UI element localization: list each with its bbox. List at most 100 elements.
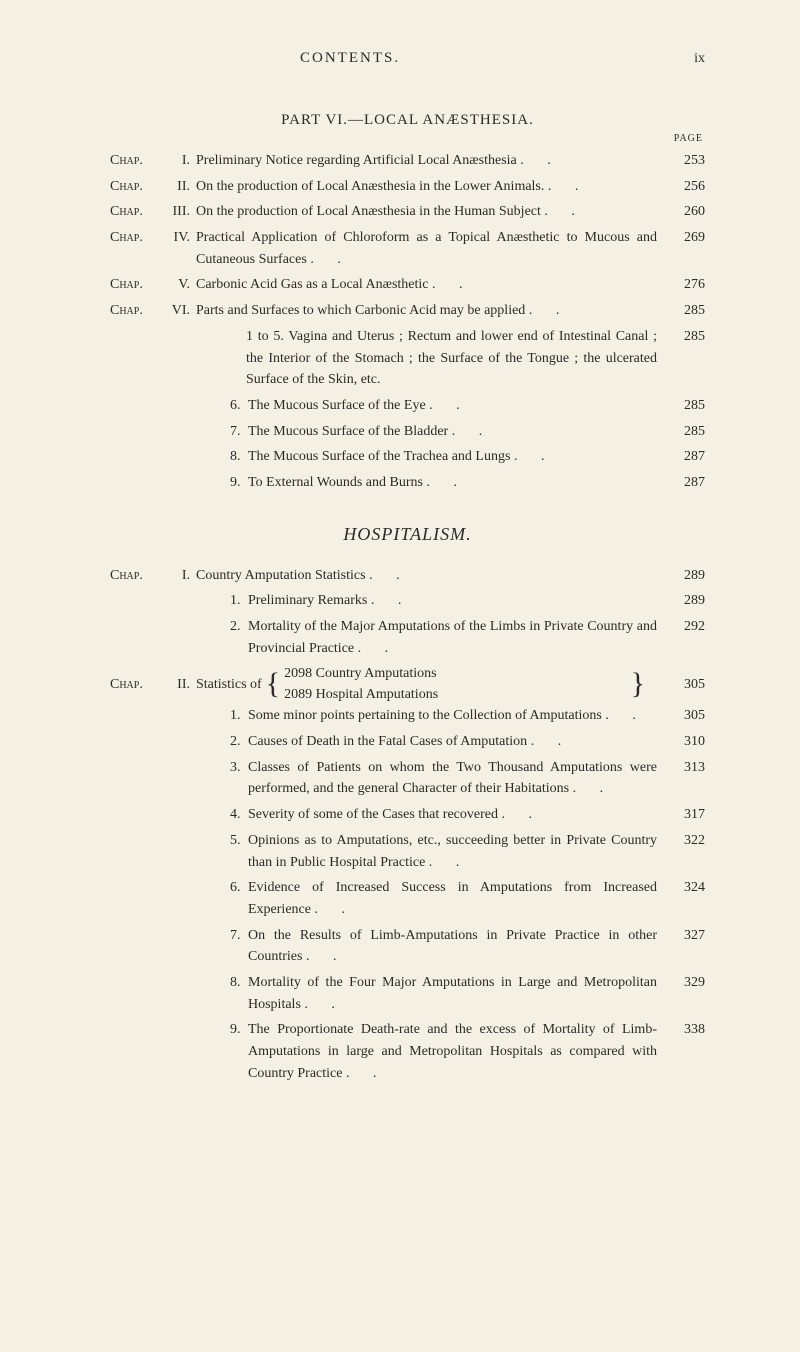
entry-text: Carbonic Acid Gas as a Local Anæsthetic …: [196, 274, 669, 296]
sub-page: 324: [669, 877, 705, 899]
entry-page: 260: [669, 201, 705, 223]
sub-number: 3.: [230, 757, 248, 779]
sub-page: 317: [669, 804, 705, 826]
sub-entry: 5.Opinions as to Amputations, etc., succ…: [110, 830, 705, 873]
sub-entry: 6.Evidence of Increased Success in Amput…: [110, 877, 705, 920]
sub-page: 305: [669, 705, 705, 727]
sub-entry: 8.The Mucous Surface of the Trachea and …: [110, 446, 705, 468]
roman-numeral: III.: [164, 201, 196, 223]
sub-page: 285: [669, 395, 705, 417]
sub-number: 2.: [230, 616, 248, 638]
part6-entries: Chap. I.Preliminary Notice regarding Arti…: [110, 150, 705, 322]
sub-entry: 7.The Mucous Surface of the Bladder . .2…: [110, 421, 705, 443]
sub-text: The Mucous Surface of the Trachea and Lu…: [248, 446, 669, 468]
sub-entry: 8.Mortality of the Four Major Amputation…: [110, 972, 705, 1015]
sub-number: 5.: [230, 830, 248, 852]
sub-text: Evidence of Increased Success in Amputat…: [248, 877, 669, 920]
brace-content: 2098 Country Amputations 2089 Hospital A…: [284, 663, 626, 705]
roman-numeral: IV.: [164, 227, 196, 249]
sub-number: 9.: [230, 472, 248, 494]
sub-text: Mortality of the Major Amputations of th…: [248, 616, 669, 659]
stat-line2: 2089 Hospital Amputations: [284, 684, 626, 705]
sub-entry: 7.On the Results of Limb-Amputations in …: [110, 925, 705, 968]
sub-page: 338: [669, 1019, 705, 1041]
entry-page: 289: [669, 565, 705, 587]
chapter-entry: Chap.III.On the production of Local Anæs…: [110, 201, 705, 223]
statistics-prefix: Statistics of: [196, 674, 262, 695]
sub-number: 8.: [230, 446, 248, 468]
chap-label: Chap.: [110, 201, 164, 223]
sub-number: 7.: [230, 925, 248, 947]
sub-text: Opinions as to Amputations, etc., succee…: [248, 830, 669, 873]
sub-page: 327: [669, 925, 705, 947]
statistics-entry: Chap. II. Statistics of { 2098 Country A…: [110, 663, 705, 705]
sub-text: The Proportionate Death-rate and the exc…: [248, 1019, 669, 1084]
part-title: PART VI.—LOCAL ANÆSTHESIA.: [110, 112, 705, 129]
chap-label: Chap.: [110, 565, 164, 587]
hospitalism-sub1: 1.Preliminary Remarks . .289 2.Mortality …: [110, 590, 705, 659]
sub-entry: 2.Mortality of the Major Amputations of …: [110, 616, 705, 659]
page-header: CONTENTS. ix: [110, 50, 705, 67]
left-brace-icon: {: [262, 672, 284, 696]
sub-number: 9.: [230, 1019, 248, 1041]
entry-page: 285: [669, 300, 705, 322]
sub-number: 4.: [230, 804, 248, 826]
sub-intro-line: 1 to 5. Vagina and Uterus ; Rectum and l…: [110, 326, 705, 391]
chapter-entry: Chap.I.Preliminary Notice regarding Arti…: [110, 150, 705, 172]
hospitalism-sub2: 1.Some minor points pertaining to the Co…: [110, 705, 705, 1084]
sub-page: 285: [669, 421, 705, 443]
hospitalism-title: HOSPITALISM.: [110, 524, 705, 545]
roman-numeral: I.: [164, 565, 196, 587]
chapter-entry: Chap.V.Carbonic Acid Gas as a Local Anæs…: [110, 274, 705, 296]
right-brace-icon: }: [627, 672, 649, 696]
roman-numeral: I.: [164, 150, 196, 172]
sub-number: 7.: [230, 421, 248, 443]
chapter-entry: Chap.VI.Parts and Surfaces to which Carb…: [110, 300, 705, 322]
entry-page: 276: [669, 274, 705, 296]
sub-text: Mortality of the Four Major Amputations …: [248, 972, 669, 1015]
entry-page: 269: [669, 227, 705, 249]
chap-label: Chap.: [110, 674, 164, 695]
page-number-header: ix: [694, 51, 705, 67]
sub-number: 1.: [230, 590, 248, 612]
sub-number: 8.: [230, 972, 248, 994]
sub-entry: 1.Preliminary Remarks . .289: [110, 590, 705, 612]
entry-page: 256: [669, 176, 705, 198]
sub-number: 2.: [230, 731, 248, 753]
sub-page: 313: [669, 757, 705, 779]
chapter-entry: Chap.II.On the production of Local Anæst…: [110, 176, 705, 198]
sub-entry: 6.The Mucous Surface of the Eye . .285: [110, 395, 705, 417]
sub-text: Severity of some of the Cases that recov…: [248, 804, 669, 826]
sub-text: To External Wounds and Burns . .: [248, 472, 669, 494]
sub-text: The Mucous Surface of the Bladder . .: [248, 421, 669, 443]
sub-text: The Mucous Surface of the Eye . .: [248, 395, 669, 417]
contents-heading: CONTENTS.: [300, 50, 400, 67]
roman-numeral: VI.: [164, 300, 196, 322]
chapter-entry: Chap.I.Country Amputation Statistics . .…: [110, 565, 705, 587]
entry-page: 253: [669, 150, 705, 172]
sub-text: Classes of Patients on whom the Two Thou…: [248, 757, 669, 800]
entry-text: Preliminary Notice regarding Artificial …: [196, 150, 669, 172]
sub-intro-page: 285: [669, 326, 705, 391]
roman-numeral: V.: [164, 274, 196, 296]
sub-text: Preliminary Remarks . .: [248, 590, 669, 612]
hospitalism-entries: Chap.I.Country Amputation Statistics . .…: [110, 565, 705, 587]
roman-numeral: II.: [164, 674, 196, 695]
stat-line1: 2098 Country Amputations: [284, 663, 626, 684]
sub-text: On the Results of Limb-Amputations in Pr…: [248, 925, 669, 968]
sub-text: Causes of Death in the Fatal Cases of Am…: [248, 731, 669, 753]
stat-page: 305: [669, 674, 705, 695]
sub-entry: 3.Classes of Patients on whom the Two Th…: [110, 757, 705, 800]
sub-text: Some minor points pertaining to the Coll…: [248, 705, 669, 727]
chap-label: Chap.: [110, 300, 164, 322]
sub-number: 6.: [230, 877, 248, 899]
part6-sub-entries: 6.The Mucous Surface of the Eye . .2857.…: [110, 395, 705, 494]
roman-numeral: II.: [164, 176, 196, 198]
sub-page: 287: [669, 472, 705, 494]
sub-entry: 9.To External Wounds and Burns . .287: [110, 472, 705, 494]
sub-page: 287: [669, 446, 705, 468]
sub-page: 289: [669, 590, 705, 612]
sub-number: 1.: [230, 705, 248, 727]
sub-entry: 4.Severity of some of the Cases that rec…: [110, 804, 705, 826]
sub-number: 6.: [230, 395, 248, 417]
